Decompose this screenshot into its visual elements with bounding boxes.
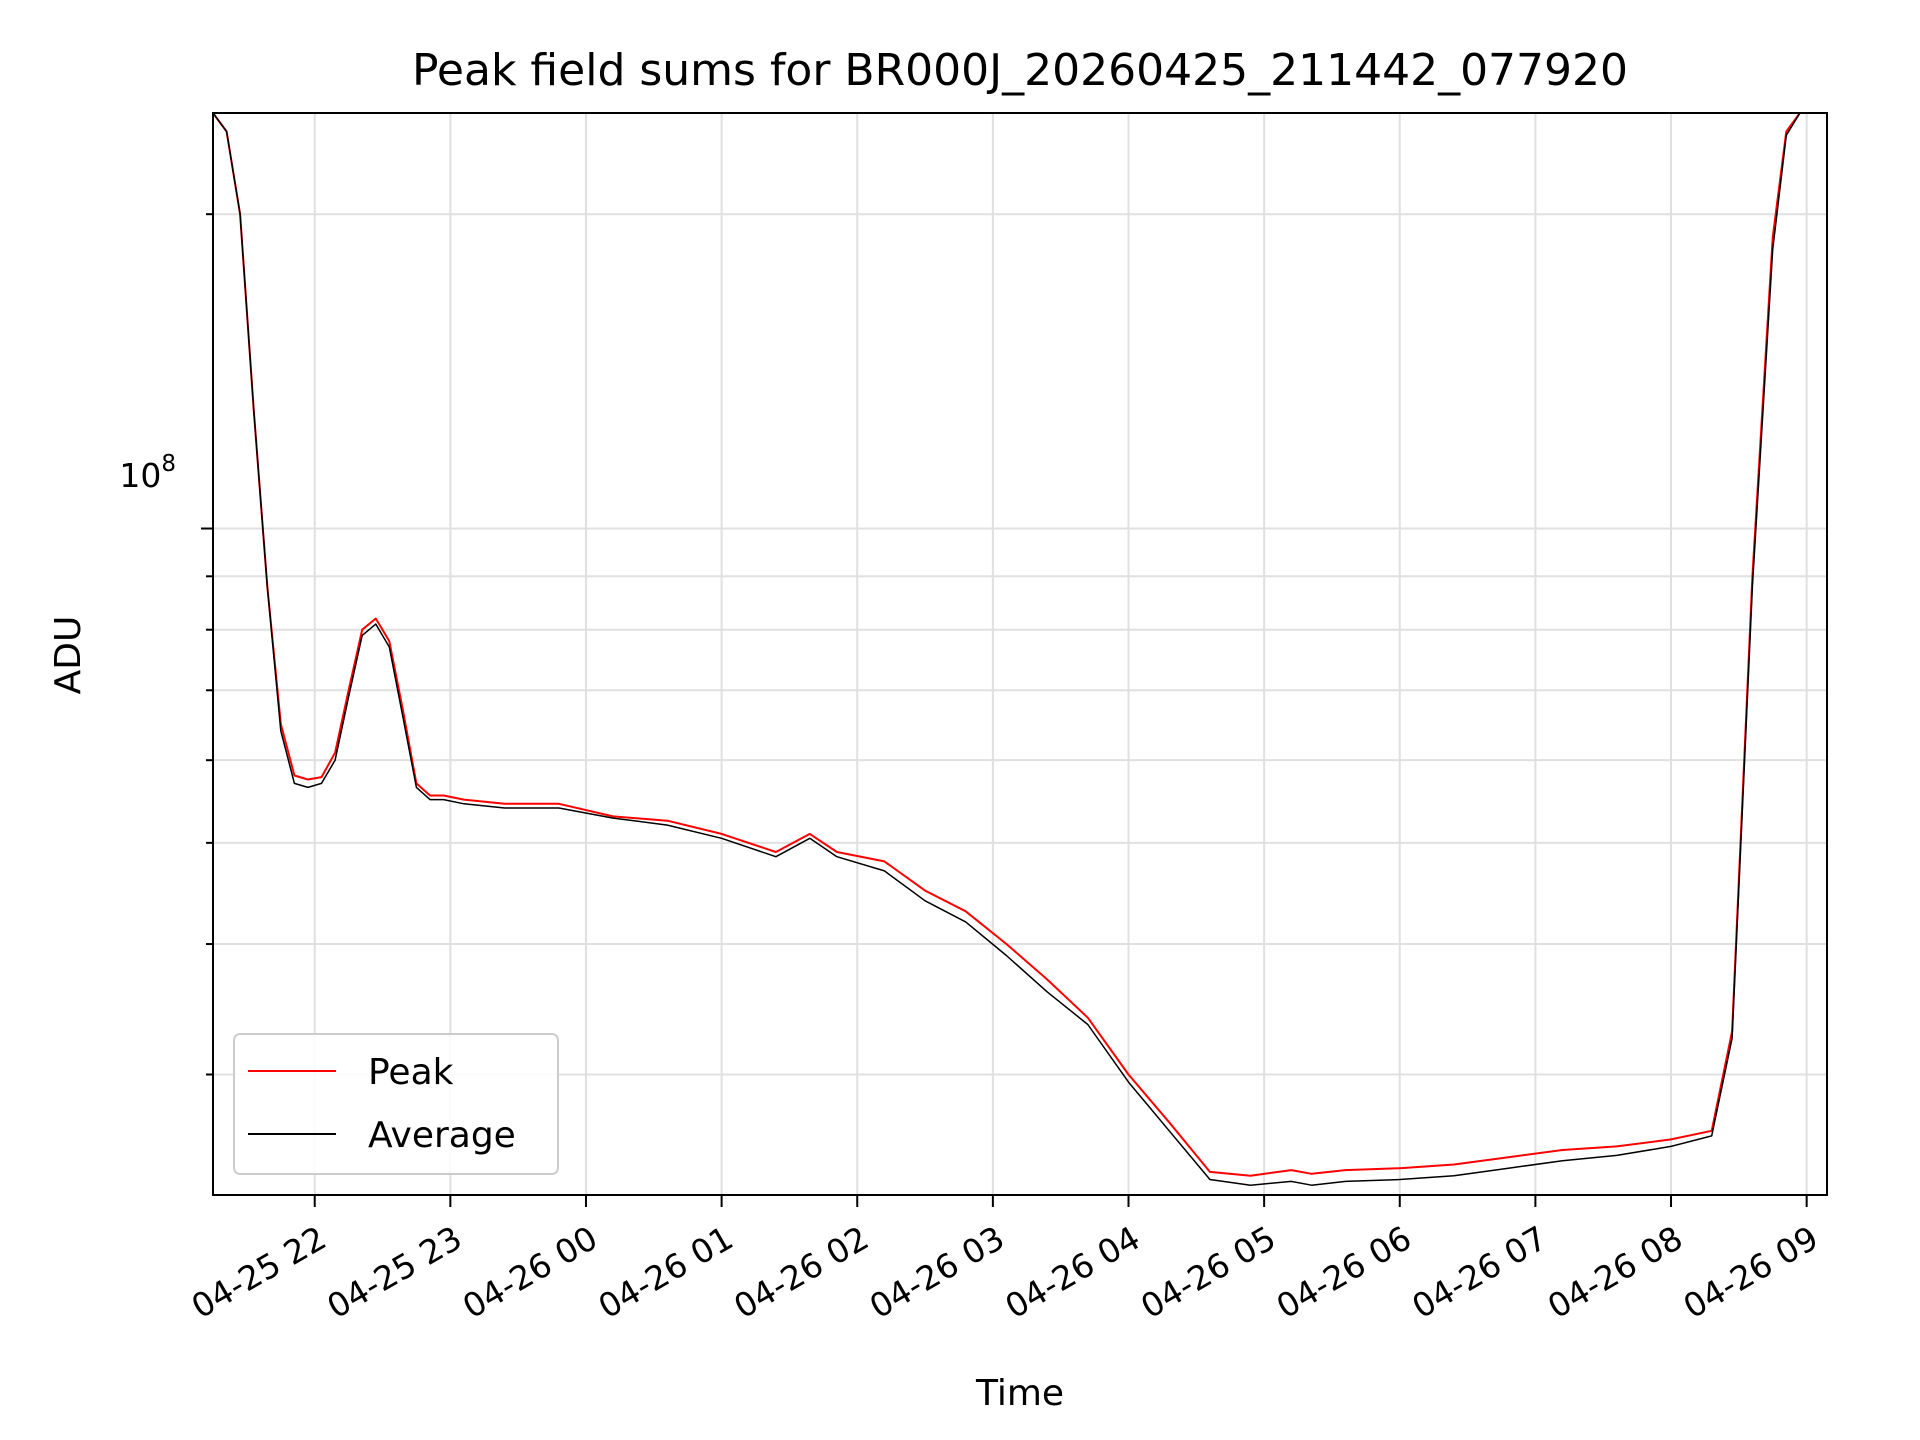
- x-axis-label: Time: [975, 1373, 1064, 1414]
- x-grid: [313, 113, 1808, 1195]
- chart-title: Peak field sums for BR000J_20260425_2114…: [412, 45, 1628, 96]
- y-tick-base: 10: [119, 456, 161, 495]
- legend-label-peak: Peak: [368, 1052, 454, 1093]
- legend: Peak Average: [233, 1033, 559, 1175]
- y-tick-exponent: 8: [161, 451, 176, 477]
- y-tick-label-1e8: 108: [119, 451, 176, 495]
- legend-box: [233, 1033, 559, 1175]
- plot-frame: [212, 112, 1828, 1196]
- y-grid: [213, 213, 1827, 1076]
- y-axis-ticks: [201, 213, 213, 1076]
- y-axis-label: ADU: [48, 616, 89, 695]
- series-line-peak: [212, 112, 1801, 1177]
- series-line-average: [212, 112, 1801, 1186]
- series-layer: [212, 112, 1801, 1186]
- legend-label-average: Average: [368, 1115, 516, 1156]
